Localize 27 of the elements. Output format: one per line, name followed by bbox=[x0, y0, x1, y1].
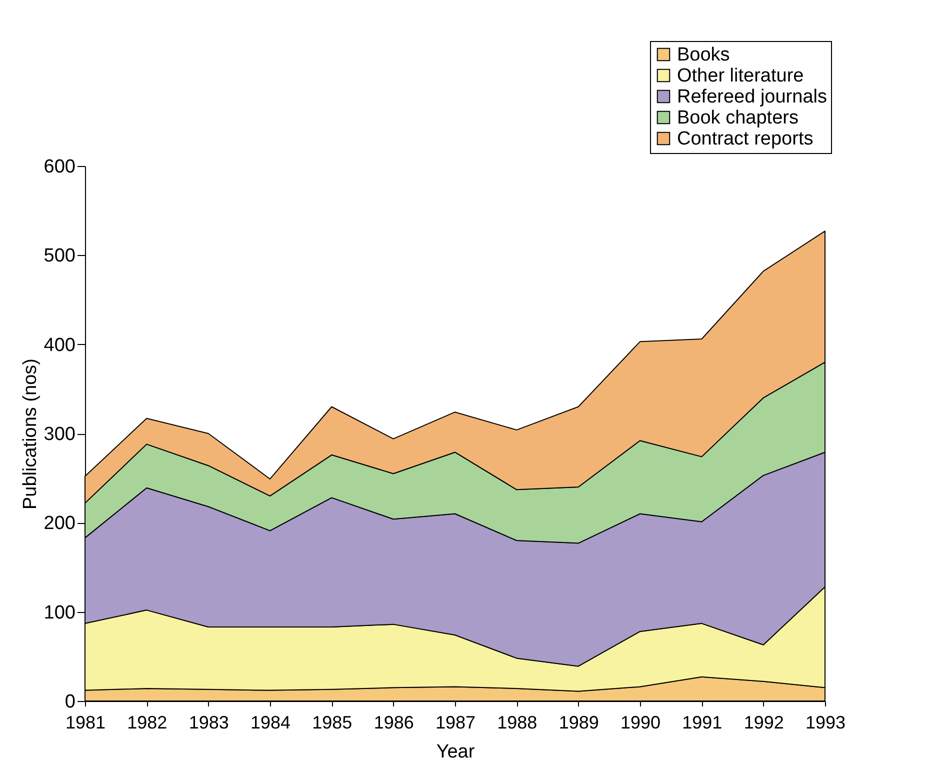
x-tick-label: 1982 bbox=[127, 712, 168, 732]
legend-label: Other literature bbox=[677, 66, 804, 86]
x-tick-label: 1992 bbox=[744, 712, 784, 732]
x-axis-title: Year bbox=[436, 742, 476, 762]
x-tick-label: 1983 bbox=[188, 712, 229, 732]
legend-label: Refereed journals bbox=[677, 86, 827, 108]
x-tick-label: 1993 bbox=[805, 712, 846, 732]
x-tick-label: 1987 bbox=[435, 712, 476, 732]
y-tick-label: 500 bbox=[44, 246, 76, 267]
y-axis-title: Publications (nos) bbox=[20, 358, 41, 510]
legend-label: Book chapters bbox=[677, 108, 798, 128]
legend-label: Books bbox=[677, 44, 730, 66]
legend-label: Contract reports bbox=[677, 128, 814, 150]
y-tick-label: 600 bbox=[44, 156, 76, 178]
x-tick-label: 1991 bbox=[682, 712, 722, 732]
x-tick-label: 1986 bbox=[374, 712, 414, 732]
y-tick-label: 200 bbox=[44, 513, 76, 534]
x-tick-label: 1985 bbox=[312, 712, 352, 732]
x-tick-label: 1990 bbox=[620, 712, 661, 732]
x-tick-label: 1984 bbox=[250, 712, 291, 732]
y-tick-label: 100 bbox=[44, 602, 76, 624]
y-tick-label: 300 bbox=[44, 424, 76, 445]
y-tick-label: 0 bbox=[64, 692, 76, 712]
x-tick-label: 1988 bbox=[497, 712, 538, 732]
x-tick-label: 1981 bbox=[65, 712, 106, 732]
x-tick-label: 1989 bbox=[558, 712, 599, 732]
y-tick-label: 400 bbox=[44, 334, 76, 356]
